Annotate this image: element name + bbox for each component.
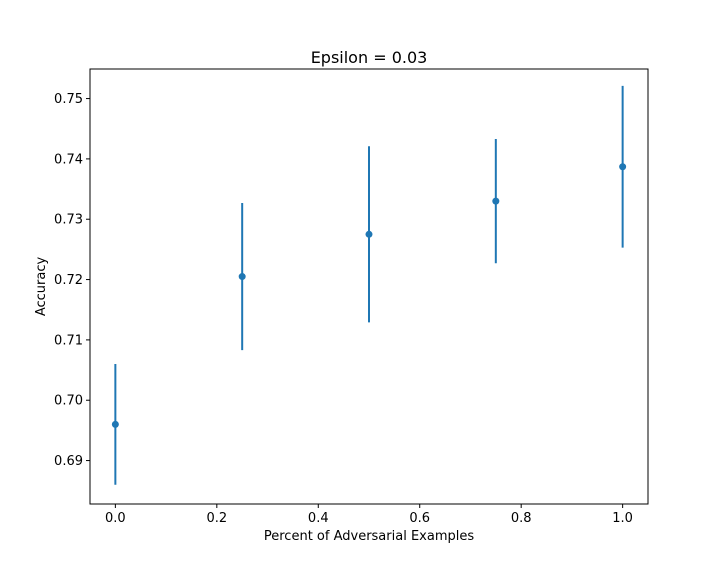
data-point (619, 163, 627, 171)
data-point (492, 197, 500, 205)
data-point (365, 230, 373, 238)
y-tick-label: 0.75 (54, 92, 83, 107)
x-tick-label: 0.0 (105, 511, 126, 526)
y-tick-label: 0.71 (54, 333, 83, 348)
y-tick-label: 0.74 (54, 152, 83, 167)
x-tick-label: 0.4 (308, 511, 329, 526)
x-axis-label: Percent of Adversarial Examples (264, 529, 474, 544)
y-tick-label: 0.72 (54, 273, 83, 288)
x-tick-label: 0.8 (511, 511, 532, 526)
x-tick-label: 0.6 (409, 511, 430, 526)
y-axis-label: Accuracy (34, 257, 49, 317)
x-tick-label: 0.2 (206, 511, 227, 526)
y-tick-label: 0.70 (54, 394, 83, 409)
x-tick-label: 1.0 (612, 511, 633, 526)
axis-ticks: 0.0 0.2 0.4 0.6 0.8 1.0 0.69 0.70 0.71 0.72 0.73 0.… (54, 92, 633, 526)
data-marks (111, 85, 627, 485)
chart-title: Epsilon = 0.03 (311, 48, 428, 67)
y-tick-label: 0.69 (54, 454, 83, 469)
y-tick-label: 0.73 (54, 213, 83, 228)
data-point (111, 420, 119, 428)
data-point (238, 273, 246, 281)
axes-frame (89, 68, 649, 505)
